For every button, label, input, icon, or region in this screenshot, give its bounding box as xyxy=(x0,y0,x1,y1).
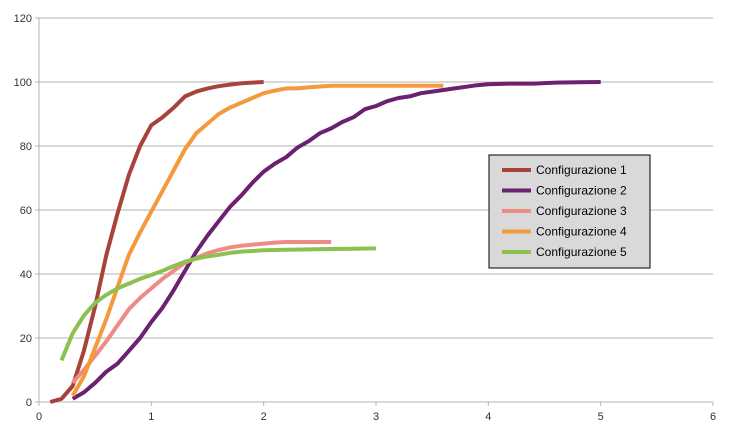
y-tick-label: 80 xyxy=(20,141,32,153)
series-line-5 xyxy=(59,246,377,362)
legend-label-3: Configurazione 3 xyxy=(536,204,627,218)
x-tick-label: 2 xyxy=(261,411,267,423)
x-tick-label: 0 xyxy=(36,411,42,423)
legend-label-1: Configurazione 1 xyxy=(536,163,627,177)
y-tick-label: 100 xyxy=(14,77,32,89)
x-tick-labels: 0 1 2 3 4 5 6 xyxy=(36,411,716,423)
x-tick-label: 4 xyxy=(485,411,491,423)
y-tick-label: 60 xyxy=(20,205,32,217)
series-lines xyxy=(49,80,601,404)
legend-label-5: Configurazione 5 xyxy=(536,245,627,259)
series-line-1 xyxy=(49,80,264,404)
legend: Configurazione 1 Configurazione 2 Configur… xyxy=(488,154,651,269)
y-tick-labels: 0 20 40 60 80 100 120 xyxy=(14,13,32,409)
series-line-3 xyxy=(71,240,332,385)
series-line-4 xyxy=(70,83,444,397)
x-tick-label: 3 xyxy=(373,411,379,423)
y-tick-label: 120 xyxy=(14,13,32,25)
y-tick-label: 0 xyxy=(26,397,32,409)
x-tick-label: 6 xyxy=(710,411,716,423)
axes xyxy=(35,17,714,406)
x-tick-label: 1 xyxy=(148,411,154,423)
series-line-2 xyxy=(71,80,601,401)
legend-label-2: Configurazione 2 xyxy=(536,184,627,198)
x-tick-label: 5 xyxy=(598,411,604,423)
y-tick-label: 40 xyxy=(20,269,32,281)
y-tick-label: 20 xyxy=(20,333,32,345)
legend-label-4: Configurazione 4 xyxy=(536,225,627,239)
